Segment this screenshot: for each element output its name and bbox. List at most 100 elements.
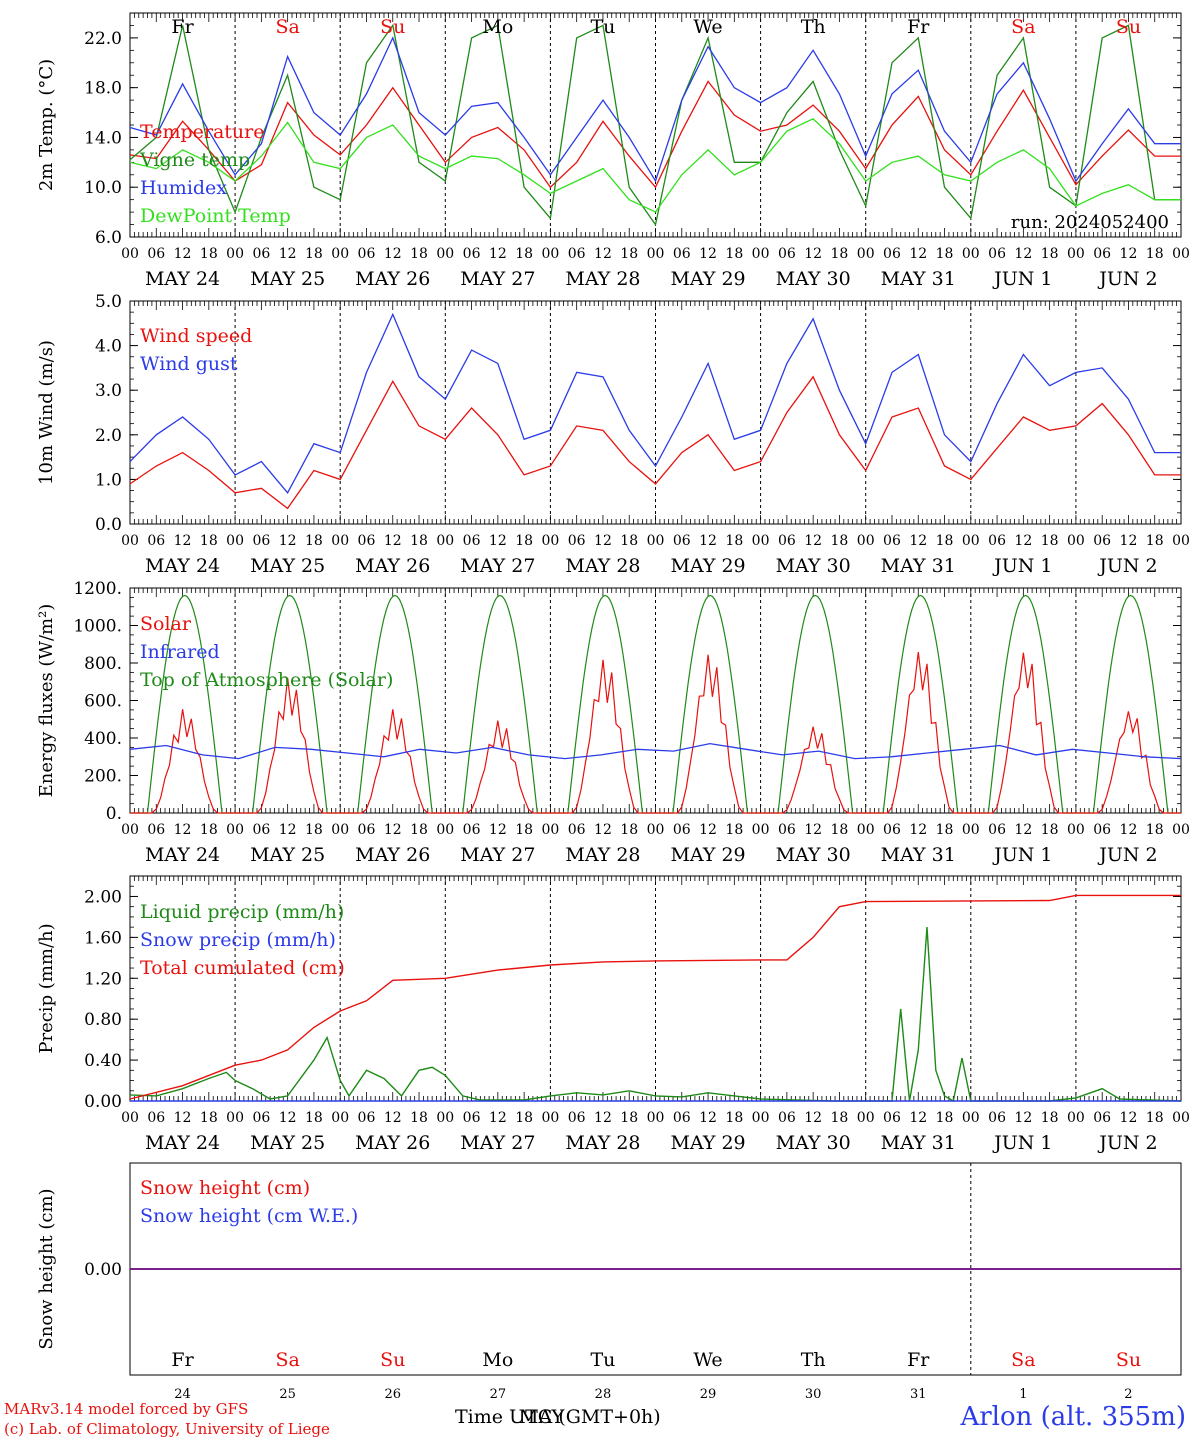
weekday-label: Sa bbox=[1011, 1349, 1035, 1371]
x-hour-label: 00 bbox=[752, 1110, 770, 1126]
series-line-liquid-precip-mm-h- bbox=[129, 927, 1182, 1103]
x-hour-label: 18 bbox=[1041, 822, 1059, 838]
x-hour-label: 06 bbox=[463, 246, 481, 262]
x-date-label: MAY 30 bbox=[776, 555, 851, 577]
x-hour-label: 06 bbox=[988, 822, 1006, 838]
x-hour-label: 06 bbox=[463, 1110, 481, 1126]
y-tick-label: 0.80 bbox=[84, 1010, 122, 1030]
y-tick-label: 0. bbox=[106, 804, 122, 824]
x-date-label: MAY 29 bbox=[670, 1132, 745, 1154]
day-number-label: 31 bbox=[910, 1387, 927, 1402]
y-tick-label: 3.0 bbox=[95, 381, 122, 401]
x-hour-label: 18 bbox=[200, 1110, 218, 1126]
weekday-label: Su bbox=[380, 1349, 405, 1371]
x-hour-label: 12 bbox=[174, 822, 192, 838]
panel-frame bbox=[129, 12, 1182, 238]
x-hour-label: 12 bbox=[384, 822, 402, 838]
x-hour-label: 18 bbox=[1146, 1110, 1164, 1126]
x-date-label: JUN 2 bbox=[1097, 268, 1157, 290]
x-date-label: MAY 31 bbox=[881, 1132, 956, 1154]
x-hour-label: 00 bbox=[962, 1110, 980, 1126]
x-hour-label: 18 bbox=[1146, 533, 1164, 549]
x-date-label: MAY 30 bbox=[776, 844, 851, 866]
x-hour-label: 18 bbox=[410, 533, 428, 549]
x-hour-label: 06 bbox=[252, 246, 270, 262]
x-hour-label: 12 bbox=[384, 246, 402, 262]
x-date-label: MAY 24 bbox=[145, 1132, 220, 1154]
x-hour-label: 12 bbox=[804, 533, 822, 549]
x-hour-label: 06 bbox=[358, 246, 376, 262]
day-number-label: 1 bbox=[1019, 1387, 1027, 1402]
x-date-label: MAY 24 bbox=[145, 555, 220, 577]
run-annotation: run: 2024052400 bbox=[1011, 212, 1169, 233]
x-hour-label: 18 bbox=[831, 1110, 849, 1126]
x-date-label: JUN 2 bbox=[1097, 1132, 1157, 1154]
x-hour-label: 06 bbox=[673, 822, 691, 838]
day-number-label: 2 bbox=[1124, 1387, 1132, 1402]
x-hour-label: 12 bbox=[384, 533, 402, 549]
x-date-label: MAY 26 bbox=[355, 268, 430, 290]
x-date-label: MAY 24 bbox=[145, 268, 220, 290]
x-hour-label: 12 bbox=[279, 1110, 297, 1126]
x-hour-label: 12 bbox=[699, 533, 717, 549]
x-hour-label: 06 bbox=[147, 246, 165, 262]
x-hour-label: 18 bbox=[200, 533, 218, 549]
x-date-label: MAY 25 bbox=[250, 268, 325, 290]
x-hour-label: 06 bbox=[463, 533, 481, 549]
x-date-label: MAY 27 bbox=[460, 268, 535, 290]
legend-vigne-temp: Vigne temp bbox=[139, 149, 250, 171]
x-hour-label: 00 bbox=[121, 822, 139, 838]
y-tick-label: 1.20 bbox=[84, 969, 122, 989]
x-hour-label: 00 bbox=[857, 822, 875, 838]
series-line-humidex bbox=[129, 36, 1181, 183]
x-date-label: MAY 28 bbox=[565, 555, 640, 577]
x-hour-label: 12 bbox=[384, 1110, 402, 1126]
x-hour-label: 12 bbox=[489, 822, 507, 838]
x-hour-label: 12 bbox=[1120, 533, 1138, 549]
x-hour-label: 06 bbox=[252, 1110, 270, 1126]
weekday-label: Mo bbox=[482, 16, 513, 38]
x-hour-label: 18 bbox=[725, 822, 743, 838]
x-hour-label: 00 bbox=[541, 1110, 559, 1126]
x-hour-label: 06 bbox=[358, 822, 376, 838]
x-hour-label: 00 bbox=[1067, 246, 1085, 262]
x-hour-label: 18 bbox=[936, 822, 954, 838]
x-hour-label: 12 bbox=[909, 1110, 927, 1126]
x-hour-label: 00 bbox=[121, 1110, 139, 1126]
y-tick-label: 0.00 bbox=[84, 1092, 122, 1112]
x-hour-label: 18 bbox=[1041, 1110, 1059, 1126]
x-hour-label: 06 bbox=[778, 246, 796, 262]
legend-wind-gust: Wind gust bbox=[140, 353, 238, 375]
x-hour-label: 06 bbox=[252, 533, 270, 549]
x-hour-label: 12 bbox=[1120, 246, 1138, 262]
credit-line-1: MARv3.14 model forced by GFS bbox=[4, 1400, 249, 1418]
x-hour-label: 00 bbox=[752, 533, 770, 549]
y-tick-label: 1200. bbox=[73, 579, 122, 599]
x-hour-label: 12 bbox=[594, 533, 612, 549]
x-hour-label: 00 bbox=[752, 246, 770, 262]
x-hour-label: 18 bbox=[620, 822, 638, 838]
x-hour-label: 06 bbox=[778, 822, 796, 838]
x-date-label: MAY 28 bbox=[565, 1132, 640, 1154]
x-date-label: MAY 31 bbox=[881, 555, 956, 577]
weekday-label: Th bbox=[801, 1349, 826, 1371]
x-hour-label: 12 bbox=[594, 246, 612, 262]
x-hour-label: 00 bbox=[647, 822, 665, 838]
x-hour-label: 18 bbox=[620, 246, 638, 262]
x-hour-label: 06 bbox=[778, 1110, 796, 1126]
panel-frame bbox=[129, 300, 1182, 525]
x-hour-label: 18 bbox=[725, 246, 743, 262]
x-axis-month-overlay: MAY bbox=[519, 1406, 564, 1428]
x-hour-label: 18 bbox=[831, 533, 849, 549]
y-axis-label: 2m Temp. (°C) bbox=[36, 59, 57, 191]
x-hour-label: 00 bbox=[857, 246, 875, 262]
x-hour-label: 00 bbox=[121, 533, 139, 549]
y-tick-label: 1.60 bbox=[84, 928, 122, 948]
x-hour-label: 06 bbox=[883, 822, 901, 838]
legend-snow-precip-mm-h-: Snow precip (mm/h) bbox=[140, 929, 336, 951]
panel-frame bbox=[129, 587, 1182, 814]
x-hour-label: 06 bbox=[147, 1110, 165, 1126]
x-hour-label: 18 bbox=[200, 822, 218, 838]
weekday-label: Su bbox=[1116, 1349, 1141, 1371]
x-date-label: MAY 28 bbox=[565, 844, 640, 866]
